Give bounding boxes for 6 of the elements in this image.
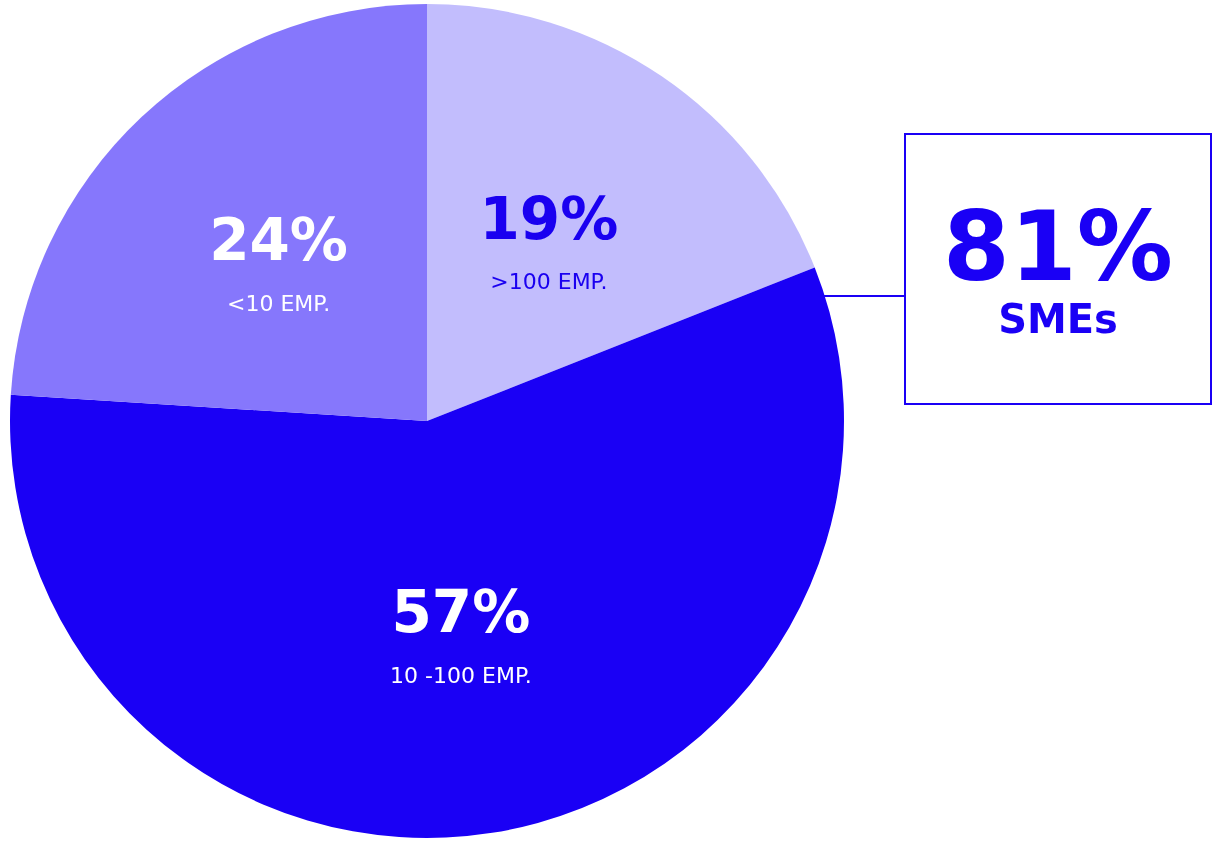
data-label: 24% xyxy=(209,205,348,274)
data-label: 19% xyxy=(479,184,619,253)
slice-label: <10 EMP. xyxy=(226,290,331,316)
data-label: 57% xyxy=(391,578,531,647)
slice-label: 10 -100 EMP. xyxy=(390,662,532,688)
slice-label: >100 EMP. xyxy=(490,269,608,295)
